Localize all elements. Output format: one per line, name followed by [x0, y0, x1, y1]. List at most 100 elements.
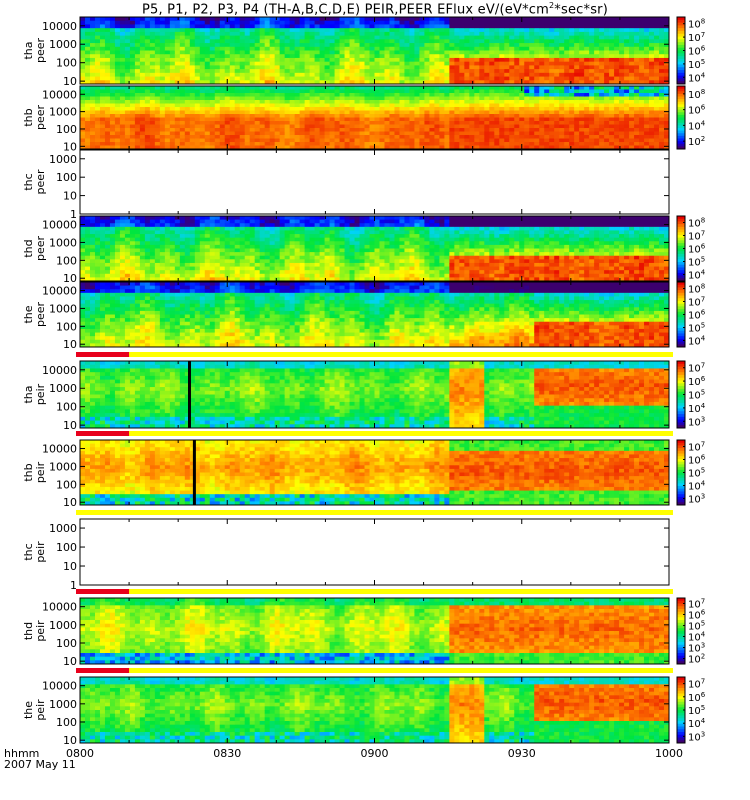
spectrogram-cell	[409, 96, 415, 101]
spectrogram-cell	[199, 252, 206, 257]
spectrogram-cell	[199, 219, 206, 224]
spectrogram-cell	[574, 17, 580, 22]
colorbar-segment	[677, 130, 685, 134]
spectrogram-cell	[449, 61, 455, 66]
spectrogram-cell	[114, 89, 121, 94]
spectrogram-cell	[579, 43, 585, 48]
spectrogram-cell	[149, 76, 156, 81]
spectrogram-cell	[589, 131, 595, 136]
spectrogram-cell	[154, 241, 161, 246]
spectrogram-cell	[119, 24, 126, 29]
spectrogram-cell	[649, 124, 655, 129]
spectrogram-cell	[274, 131, 281, 136]
spectrogram-cell	[119, 54, 126, 59]
spectrogram-cell	[504, 39, 510, 44]
spectrogram-cell	[664, 28, 670, 33]
spectrogram-cell	[649, 54, 655, 59]
spectrogram-cell	[139, 31, 146, 37]
spectrogram-cell	[234, 65, 241, 70]
spectrogram-cell	[94, 46, 101, 51]
spectrogram-cell	[269, 61, 276, 66]
spectrogram-cell	[469, 124, 475, 129]
spectrogram-cell	[80, 31, 86, 37]
spectrogram-cell	[474, 69, 480, 74]
spectrogram-cell	[179, 28, 186, 33]
spectrogram-cell	[144, 259, 151, 264]
spectrogram-cell	[214, 93, 221, 97]
spectrogram-cell	[304, 103, 311, 108]
spectrogram-cell	[194, 259, 201, 264]
spectrogram-cell	[99, 138, 106, 143]
spectrogram-cell	[374, 124, 380, 129]
spectrogram-cell	[539, 72, 545, 78]
spectrogram-cell	[544, 114, 550, 118]
spectrogram-cell	[99, 142, 106, 146]
spectrogram-cell	[119, 35, 126, 40]
spectrogram-cell	[629, 80, 635, 85]
spectrogram-cell	[114, 31, 121, 37]
spectrogram-cell	[204, 80, 211, 85]
colorbar-label: 104	[688, 71, 706, 84]
spectrogram-cell	[614, 135, 620, 139]
spectrogram-cell	[354, 24, 361, 29]
spectrogram-cell	[449, 100, 455, 104]
spectrogram-cell	[194, 128, 201, 132]
spectrogram-cell	[80, 17, 86, 22]
spectrogram-cell	[129, 244, 136, 249]
spectrogram-cell	[124, 110, 131, 115]
spectrogram-cell	[99, 270, 106, 275]
spectrogram-cell	[364, 28, 371, 33]
spectrogram-cell	[134, 277, 141, 282]
spectrogram-cell	[84, 277, 91, 282]
spectrogram-cell	[124, 80, 131, 85]
colorbar-segment	[677, 109, 685, 113]
spectrogram-cell	[499, 131, 505, 136]
spectrogram-cell	[629, 103, 635, 108]
spectrogram-cell	[169, 69, 176, 74]
spectrogram-cell	[574, 114, 580, 118]
spectrogram-cell	[489, 43, 495, 48]
spectrogram-cell	[80, 128, 86, 132]
spectrogram-cell	[94, 93, 101, 97]
spectrogram-cell	[229, 57, 236, 63]
spectrogram-cell	[599, 72, 605, 78]
spectrogram-cell	[184, 270, 191, 275]
spectrogram-cell	[309, 57, 316, 63]
spectrogram-cell	[134, 65, 141, 70]
spectrogram-cell	[454, 128, 460, 132]
spectrogram-cell	[364, 96, 371, 101]
spectrogram-cell	[319, 100, 326, 104]
spectrogram-cell	[319, 117, 326, 122]
spectrogram-cell	[234, 128, 241, 132]
spectrogram-cell	[549, 117, 555, 122]
spectrogram-cell	[544, 103, 550, 108]
spectrogram-cell	[214, 76, 221, 81]
spectrogram-cell	[254, 76, 261, 81]
spectrogram-cell	[374, 80, 380, 85]
spectrogram-cell	[479, 142, 485, 146]
spectrogram-cell	[459, 100, 465, 104]
spectrogram-cell	[474, 80, 480, 85]
spectrogram-cell	[654, 135, 660, 139]
spectrogram-cell	[584, 107, 590, 111]
spectrogram-cell	[119, 255, 126, 260]
spectrogram-cell	[144, 248, 151, 253]
spectrogram-cell	[539, 54, 545, 59]
spectrogram-cell	[169, 230, 176, 235]
spectrogram-cell	[184, 65, 191, 70]
spectrogram-cell	[80, 57, 86, 63]
spectrogram-cell	[534, 100, 540, 104]
colorbar-label-exponent: 6	[701, 104, 706, 112]
spectrogram-cell	[304, 138, 311, 143]
spectrogram-cell	[109, 89, 116, 94]
spectrogram-cell	[99, 226, 106, 231]
spectrogram-cell	[579, 131, 585, 136]
spectrogram-cell	[429, 142, 435, 146]
spectrogram-cell	[649, 89, 655, 94]
spectrogram-cell	[554, 121, 560, 125]
spectrogram-cell	[534, 43, 540, 48]
spectrogram-cell	[284, 57, 291, 63]
spectrogram-cell	[579, 103, 585, 108]
spectrogram-cell	[664, 110, 670, 115]
spectrogram-cell	[594, 107, 600, 111]
